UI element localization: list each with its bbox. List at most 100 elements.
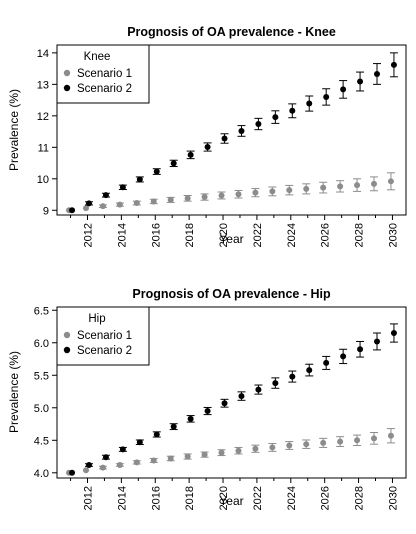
data-point [337,183,344,190]
x-axis-label: Year [219,494,243,508]
data-point [323,93,330,100]
data-point [289,107,296,114]
data-point [85,200,92,207]
data-point [387,432,394,439]
legend-title: Knee [84,51,111,63]
data-point [371,435,378,442]
data-point [354,437,361,444]
y-axis-label: Prevalence (%) [7,351,21,433]
data-point [238,127,245,134]
x-tick-label: 2028 [354,223,366,247]
data-point [201,194,208,201]
x-tick-label: 2016 [150,486,162,510]
x-tick-label: 2018 [184,486,196,510]
data-point [150,198,157,205]
data-point [201,451,208,458]
data-point [218,192,225,199]
data-point [116,461,123,468]
data-point [235,447,242,454]
x-tick-label: 2030 [387,223,399,247]
y-tick-label: 12 [37,111,49,123]
data-point [167,196,174,203]
y-tick-label: 5.5 [34,370,49,382]
y-tick-label: 5.0 [34,403,49,415]
y-tick-label: 4.0 [34,468,49,480]
legend-box [56,44,150,104]
data-point [306,100,313,107]
chart-panel-0: Prognosis of OA prevalence - Knee 2012 201… [7,25,407,247]
data-point [82,205,89,212]
data-point [187,415,194,422]
data-point [221,135,228,142]
y-tick-label: 13 [37,79,49,91]
legend: Hip Scenario 1 Scenario 2 [56,306,150,366]
x-tick-label: 2026 [320,486,332,510]
legend-label: Scenario 1 [77,330,132,342]
y-tick-label: 10 [37,174,49,186]
data-point [374,338,381,345]
x-tick-label: 2022 [252,486,264,510]
data-point [303,441,310,448]
data-point [136,439,143,446]
data-point [269,188,276,195]
data-point [133,200,140,207]
data-point [184,195,191,202]
legend-marker [63,331,71,339]
data-point [69,469,76,476]
data-point [252,445,259,452]
legend-marker [63,84,71,92]
data-point [306,367,313,374]
data-point [337,438,344,445]
data-point [357,346,364,353]
plot-frame [56,306,407,479]
data-point [99,203,106,210]
data-point [289,373,296,380]
x-tick-label: 2030 [387,486,399,510]
data-point [187,151,194,158]
data-point [371,180,378,187]
legend-marker [63,69,71,77]
legend-label: Scenario 2 [77,83,132,95]
data-point [69,207,76,214]
data-point [323,359,330,366]
data-point [320,439,327,446]
data-point [119,184,126,191]
data-point [390,61,397,68]
data-point [150,457,157,464]
data-point [320,184,327,191]
chart-title: Prognosis of OA prevalence - Hip [132,287,331,301]
data-point [119,446,126,453]
data-point [354,182,361,189]
data-point [221,400,228,407]
data-point [252,189,259,196]
legend-label: Scenario 1 [77,68,132,80]
plot-frame [56,44,407,216]
chart-title: Prognosis of OA prevalence - Knee [127,25,336,39]
data-point [340,86,347,93]
data-point [235,191,242,198]
y-tick-label: 6.5 [34,305,49,317]
data-point [374,70,381,77]
data-point [133,459,140,466]
data-point [340,353,347,360]
data-point [99,464,106,471]
chart-panel-1: Prognosis of OA prevalence - Hip 2012 2014… [7,287,407,510]
data-point [390,330,397,337]
x-tick-label: 2028 [354,486,366,510]
x-tick-label: 2014 [116,223,128,247]
data-point [170,423,177,430]
data-point [387,178,394,185]
data-point [85,461,92,468]
data-point [269,444,276,451]
data-point [255,121,262,128]
y-tick-label: 9 [43,205,49,217]
x-tick-label: 2020 [218,223,230,247]
series-2 [69,323,398,476]
x-tick-label: 2024 [286,223,298,247]
data-point [116,201,123,208]
x-tick-label: 2024 [286,486,298,510]
data-point [238,393,245,400]
x-tick-label: 2012 [82,486,94,510]
data-point [218,449,225,456]
